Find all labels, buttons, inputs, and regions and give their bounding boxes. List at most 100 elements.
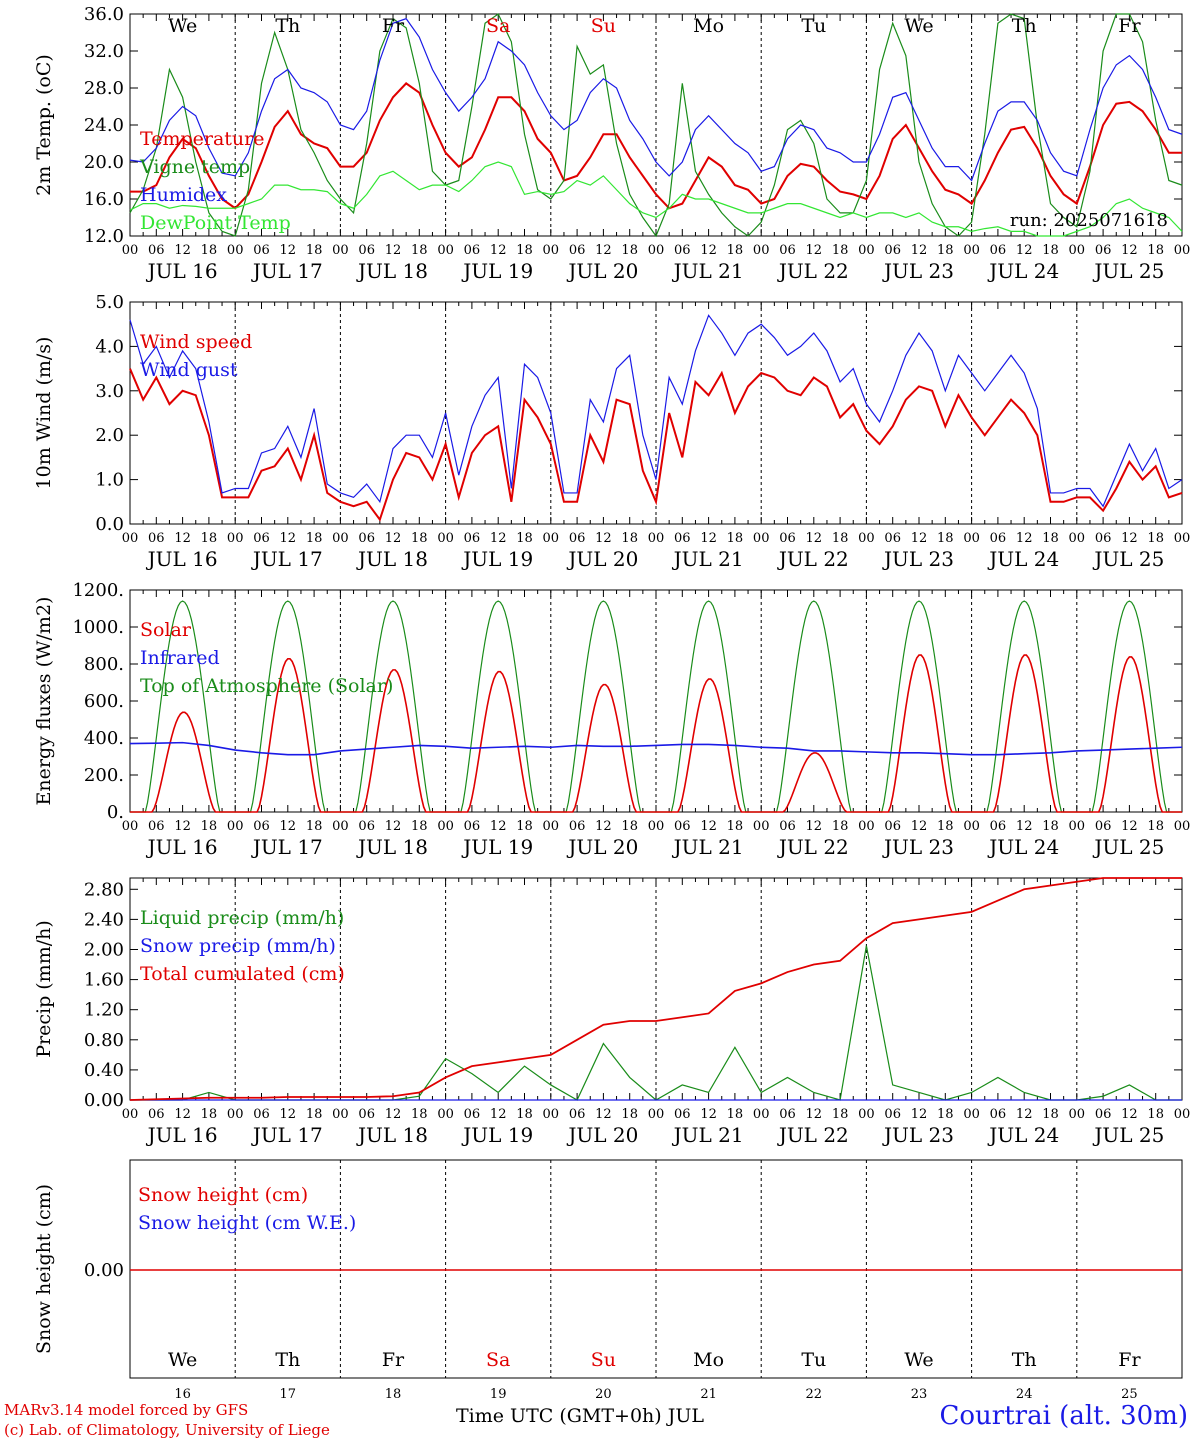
hour-label: 18	[1042, 819, 1059, 834]
date-label: JUL 20	[566, 835, 638, 859]
hour-label: 06	[884, 243, 901, 258]
weekday-label: We	[904, 15, 933, 37]
hour-label: 00	[648, 819, 665, 834]
y-tick-label: 1.20	[84, 1000, 124, 1021]
hour-label: 06	[884, 819, 901, 834]
infrared-line	[129, 741, 1183, 756]
hour-label: 06	[358, 243, 375, 258]
hour-label: 12	[1121, 531, 1138, 546]
date-label: JUL 16	[146, 259, 218, 283]
hour-label: 12	[385, 531, 402, 546]
date-label: JUL 19	[461, 1123, 533, 1147]
hour-label: 12	[1016, 531, 1033, 546]
hour-label: 12	[1016, 243, 1033, 258]
weekday-label: Sa	[486, 15, 510, 37]
hour-label: 18	[201, 531, 218, 546]
y-axis-label: 2m Temp. (oC)	[33, 54, 55, 196]
hour-label: 00	[1069, 819, 1086, 834]
hour-label: 00	[1174, 531, 1191, 546]
y-tick-label: 3.0	[95, 381, 124, 402]
run-label: run: 2025071618	[1010, 210, 1168, 231]
y-tick-label: 2.40	[84, 909, 124, 930]
hour-label: 06	[358, 819, 375, 834]
hour-label: 12	[1121, 819, 1138, 834]
hour-label: 18	[306, 531, 323, 546]
hour-label: 00	[543, 243, 560, 258]
day-number: 22	[806, 1387, 823, 1400]
date-label: JUL 17	[251, 547, 323, 571]
hour-label: 06	[990, 819, 1007, 834]
series-line-wind-gust	[129, 314, 1183, 508]
day-number: 21	[700, 1387, 717, 1400]
weekday-label: Th	[1012, 15, 1037, 37]
hour-label: 18	[516, 819, 533, 834]
hour-label: 06	[464, 1107, 481, 1122]
hour-label: 00	[122, 819, 139, 834]
hour-label: 00	[858, 819, 875, 834]
hour-label: 00	[1069, 1107, 1086, 1122]
meteogram: 00 06 12 18 00 06 12 18 00 06 12 18 00 06 12 18 00 06 12 18…	[33, 4, 1191, 1400]
date-label: JUL 19	[461, 259, 533, 283]
hour-label: 00	[753, 243, 770, 258]
hour-label: 06	[674, 819, 691, 834]
hour-label: 18	[621, 819, 638, 834]
hour-label: 18	[832, 531, 849, 546]
hour-label: 00	[1069, 531, 1086, 546]
y-tick-label: 600.	[84, 691, 124, 712]
date-label: JUL 21	[672, 547, 744, 571]
series-line-dewpoint-temp	[129, 161, 1183, 237]
y-axis-label: Energy fluxes (W/m2)	[33, 597, 55, 806]
hour-label: 12	[595, 531, 612, 546]
legend-entry: Temperature	[140, 128, 264, 150]
weekday-label: Fr	[382, 15, 405, 37]
hour-label: 18	[411, 1107, 428, 1122]
weekday-label: Sa	[486, 1349, 510, 1371]
hour-label: 12	[1016, 1107, 1033, 1122]
hour-label: 12	[911, 243, 928, 258]
hour-label: 12	[806, 1107, 823, 1122]
hour-label: 06	[1095, 531, 1112, 546]
hour-label: 06	[674, 243, 691, 258]
hour-label: 18	[727, 1107, 744, 1122]
legend-entry: Humidex	[140, 184, 227, 206]
weekday-label: Mo	[693, 1349, 724, 1371]
hour-label: 12	[174, 819, 191, 834]
y-tick-label: 36.0	[84, 4, 124, 25]
hour-label: 00	[227, 243, 244, 258]
legend-entry: Infrared	[140, 647, 220, 669]
date-label: JUL 25	[1092, 259, 1164, 283]
hour-label: 18	[306, 819, 323, 834]
model-credit: MARv3.14 model forced by GFS	[4, 1401, 249, 1419]
y-tick-label: 4.0	[95, 336, 124, 357]
date-label: JUL 22	[777, 547, 849, 571]
weekday-label: We	[168, 15, 197, 37]
day-number: 16	[174, 1387, 191, 1400]
hour-label: 12	[595, 1107, 612, 1122]
hour-label: 18	[411, 531, 428, 546]
hour-label: 18	[621, 243, 638, 258]
day-number: 23	[911, 1387, 928, 1400]
hour-label: 06	[1095, 819, 1112, 834]
y-tick-label: 5.0	[95, 292, 124, 313]
hour-label: 12	[280, 243, 297, 258]
y-tick-label: 2.00	[84, 939, 124, 960]
date-label: JUL 21	[672, 1123, 744, 1147]
hour-label: 06	[464, 243, 481, 258]
legend-entry: Snow precip (mm/h)	[140, 935, 336, 957]
hour-label: 06	[464, 819, 481, 834]
hour-label: 18	[832, 819, 849, 834]
hour-label: 18	[201, 819, 218, 834]
hour-label: 12	[490, 243, 507, 258]
hour-label: 18	[1147, 1107, 1164, 1122]
day-number: 18	[385, 1387, 402, 1400]
date-label: JUL 16	[146, 547, 218, 571]
hour-label: 18	[937, 243, 954, 258]
hour-label: 00	[227, 819, 244, 834]
y-tick-label: 16.0	[84, 189, 124, 210]
weekday-label: Th	[1012, 1349, 1037, 1371]
hour-label: 00	[753, 531, 770, 546]
hour-label: 18	[411, 243, 428, 258]
y-axis-label: Snow height (cm)	[33, 1184, 55, 1354]
date-label: JUL 18	[356, 1123, 428, 1147]
y-tick-label: 28.0	[84, 78, 124, 99]
